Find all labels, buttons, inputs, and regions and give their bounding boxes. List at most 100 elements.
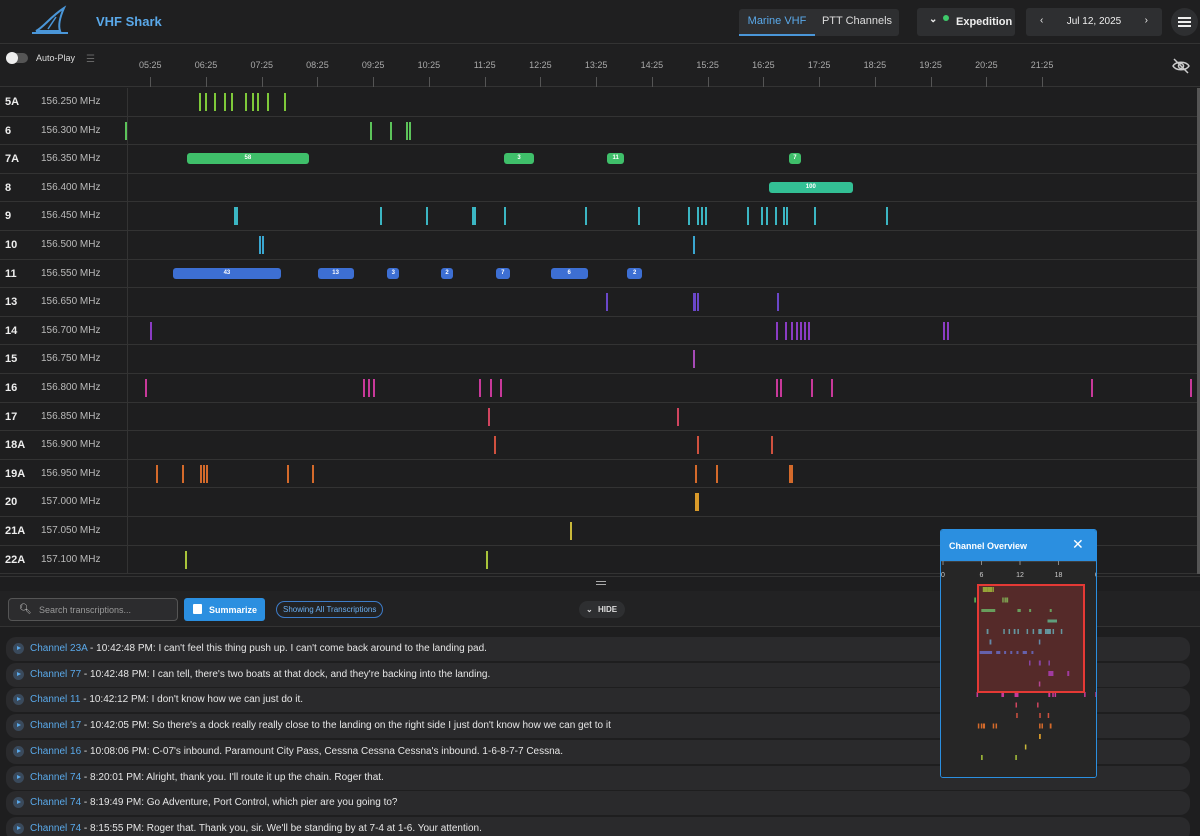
transmission-mark[interactable] [261,235,264,254]
channel-row[interactable]: 7A 156.350 MHz 58 3 11 7 [0,145,1200,174]
transmission-mark[interactable] [694,464,697,483]
transmission-mark[interactable] [1091,378,1094,397]
transmission-mark[interactable] [716,464,719,483]
summarize-button[interactable]: Summarize [184,598,265,621]
prev-date-icon[interactable]: ‹ [1040,15,1044,26]
transcription-channel[interactable]: Channel 77 [30,668,82,680]
play-icon[interactable] [13,668,24,680]
transmission-mark[interactable] [504,207,507,226]
transmission-cluster[interactable]: 43 [172,267,282,279]
overview-minimap-graphic[interactable]: 0 6 12 18 0 [941,560,1096,777]
transmission-mark[interactable] [803,321,806,340]
transmission-mark[interactable] [782,207,785,226]
transmission-mark[interactable] [696,293,699,312]
transmission-mark[interactable] [694,493,697,512]
transmission-mark[interactable] [808,321,811,340]
channel-lane[interactable] [127,431,1200,459]
transmission-mark[interactable] [774,207,777,226]
transmission-mark[interactable] [810,378,813,397]
play-icon[interactable] [13,822,24,834]
play-icon[interactable] [13,694,24,706]
transmission-mark[interactable] [409,121,412,140]
overview-minimap[interactable]: 0 6 12 18 0 [941,560,1096,777]
hamburger-menu-icon[interactable] [1171,8,1198,36]
filter-status-badge[interactable]: Showing All Transcriptions [276,601,384,618]
channel-row[interactable]: 8 156.400 MHz 100 [0,173,1200,203]
transmission-mark[interactable] [770,436,773,455]
channel-lane[interactable] [127,459,1200,488]
transmission-cluster[interactable]: 7 [495,267,510,279]
transmission-mark[interactable] [379,207,382,226]
timeline-scrollbar[interactable] [1197,88,1200,574]
resize-divider[interactable] [0,576,1200,590]
expedition-selector[interactable]: ⌄ Expedition [917,8,1015,36]
transmission-mark[interactable] [184,550,187,569]
transmission-mark[interactable] [570,521,573,540]
transmission-mark[interactable] [405,121,408,140]
channel-row[interactable]: 18A 156.900 MHz [0,431,1200,460]
transmission-mark[interactable] [155,464,158,483]
transmission-mark[interactable] [784,321,787,340]
channel-lane[interactable] [127,202,1200,230]
transmission-mark[interactable] [231,93,234,111]
transmission-mark[interactable] [947,321,950,340]
channel-row[interactable]: 5A 156.250 MHz [0,88,1200,117]
transmission-mark[interactable] [235,207,238,226]
channel-lane[interactable] [127,288,1200,316]
tab-ptt-channels[interactable]: PTT Channels [821,15,893,27]
transmission-mark[interactable] [692,350,695,369]
transmission-cluster[interactable]: 100 [769,181,853,193]
transmission-mark[interactable] [389,121,392,140]
channel-lane[interactable] [127,373,1200,402]
transmission-mark[interactable] [799,321,802,340]
transmission-mark[interactable] [766,207,769,226]
channel-lane[interactable] [127,316,1200,345]
channel-row[interactable]: 14 156.700 MHz [0,316,1200,346]
play-icon[interactable] [13,643,24,654]
transmission-mark[interactable] [286,464,289,483]
transmission-mark[interactable] [487,407,490,426]
channel-row[interactable]: 20 157.000 MHz [0,488,1200,517]
transmission-mark[interactable] [701,207,703,226]
transmission-mark[interactable] [426,207,429,226]
channel-lane[interactable]: 43 13 3 2 7 6 2 [127,259,1200,288]
transmission-mark[interactable] [791,321,794,340]
channel-row[interactable]: 9 156.450 MHz [0,202,1200,231]
channel-row[interactable]: 16 156.800 MHz [0,373,1200,403]
transmission-mark[interactable] [473,207,476,226]
transmission-mark[interactable] [688,207,691,226]
transmission-mark[interactable] [485,550,488,569]
transmission-cluster[interactable]: 3 [504,153,534,165]
shark-logo-icon[interactable] [30,5,70,37]
filter-icon[interactable]: ☰ [86,54,95,65]
transmission-mark[interactable] [203,464,206,483]
transmission-mark[interactable] [223,93,226,111]
transmission-mark[interactable] [257,93,260,111]
transmission-mark[interactable] [251,93,254,111]
transmission-mark[interactable] [776,321,779,340]
transmission-cluster[interactable]: 58 [186,153,310,165]
transmission-mark[interactable] [267,93,270,111]
eye-off-icon[interactable] [1172,58,1190,74]
channel-row[interactable]: 13 156.650 MHz [0,288,1200,317]
transmission-mark[interactable] [182,464,185,483]
transmission-cluster[interactable]: 13 [317,267,354,279]
transmission-mark[interactable] [199,93,202,111]
channel-row[interactable]: 17 156.850 MHz [0,402,1200,432]
transmission-mark[interactable] [760,207,763,226]
transmission-mark[interactable] [367,378,370,397]
channel-lane[interactable] [127,345,1200,373]
transmission-mark[interactable] [813,207,816,226]
transmission-mark[interactable] [585,207,588,226]
channel-row[interactable]: 19A 156.950 MHz [0,459,1200,489]
transmission-mark[interactable] [831,378,834,397]
channel-row[interactable]: 21A 157.050 MHz [0,516,1200,546]
channel-row[interactable]: 6 156.300 MHz [0,116,1200,146]
transmission-mark[interactable] [677,407,680,426]
drag-handle-icon[interactable] [596,581,606,582]
transmission-mark[interactable] [245,93,248,111]
transmission-mark[interactable] [370,121,373,140]
transcription-channel[interactable]: Channel 74 [30,797,82,809]
play-icon[interactable] [13,720,24,732]
transmission-mark[interactable] [696,493,699,512]
